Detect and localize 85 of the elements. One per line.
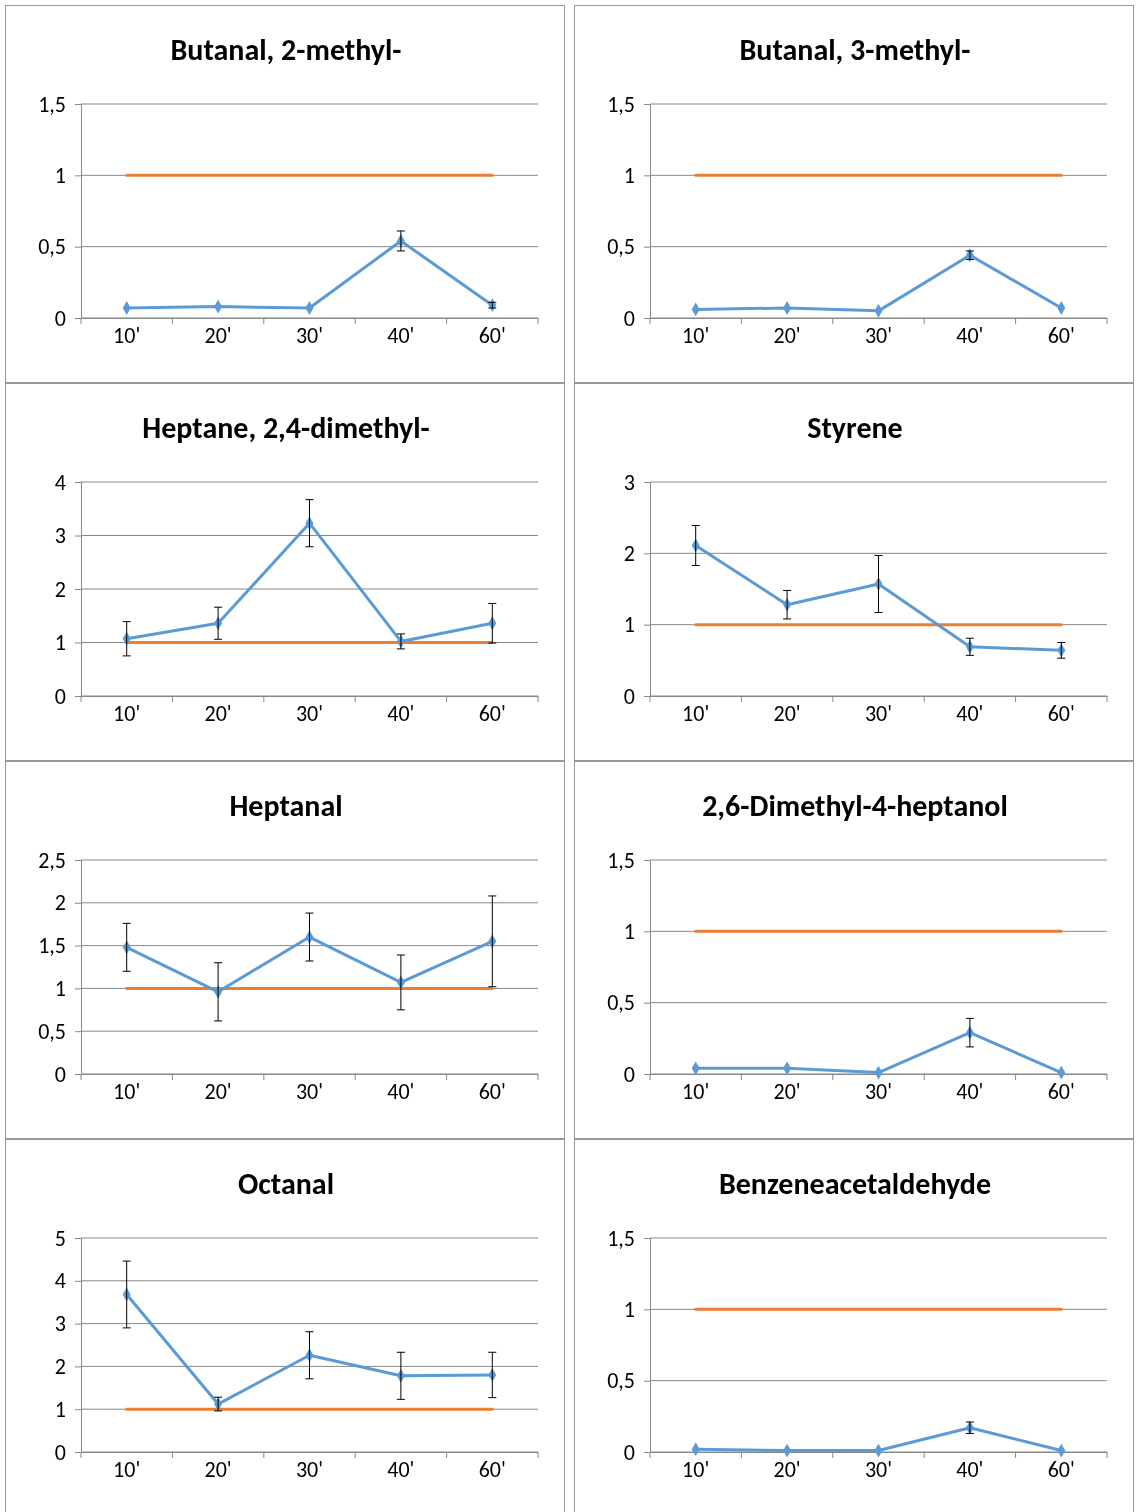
y-tick-label: 0,5 [38, 233, 66, 261]
x-tick-label: 30' [864, 1078, 893, 1105]
x-tick-label: 10' [682, 1456, 710, 1483]
y-tick-label: 3 [623, 468, 635, 496]
chart-title: 2,6-Dimethyl-4-heptanol [702, 787, 1008, 824]
y-tick-label: 1 [54, 161, 66, 189]
y-tick-label: 1 [623, 161, 635, 189]
y-tick-label: 1,5 [607, 1224, 635, 1252]
x-tick-label: 20' [204, 700, 232, 727]
x-tick-label: 60' [1047, 1456, 1075, 1483]
chart-title: Heptanal [229, 787, 343, 824]
y-tick-label: 1 [623, 611, 635, 639]
x-tick-label: 20' [773, 1078, 801, 1105]
x-tick-label: 40' [387, 1078, 415, 1105]
chart-title: Styrene [807, 409, 903, 446]
x-tick-label: 30' [295, 1456, 324, 1483]
y-tick-label: 1 [623, 917, 635, 945]
y-tick-label: 0 [623, 1438, 635, 1466]
x-tick-label: 10' [113, 1456, 141, 1483]
x-tick-label: 20' [773, 1456, 801, 1483]
x-tick-label: 10' [682, 322, 710, 349]
chart-title: Heptane, 2,4-dimethyl- [142, 409, 430, 446]
x-tick-label: 60' [478, 322, 506, 349]
x-tick-label: 60' [1047, 700, 1075, 727]
y-tick-label: 1,5 [607, 846, 635, 874]
x-tick-label: 40' [956, 322, 984, 349]
y-tick-label: 1 [54, 974, 66, 1002]
y-tick-label: 0 [54, 1060, 66, 1088]
x-tick-label: 40' [956, 700, 984, 727]
x-tick-label: 10' [682, 700, 710, 727]
y-tick-label: 0,5 [607, 989, 635, 1017]
x-tick-label: 20' [773, 700, 801, 727]
y-tick-label: 0 [623, 682, 635, 710]
x-tick-label: 20' [773, 322, 801, 349]
x-tick-label: 60' [478, 700, 506, 727]
y-tick-label: 1,5 [38, 932, 66, 960]
y-tick-label: 2 [54, 1352, 66, 1380]
y-tick-label: 0 [623, 1060, 635, 1088]
y-tick-label: 0,5 [38, 1017, 66, 1045]
x-tick-label: 20' [204, 1078, 232, 1105]
x-tick-label: 60' [1047, 1078, 1075, 1105]
y-tick-label: 3 [54, 522, 66, 550]
x-tick-label: 40' [956, 1078, 984, 1105]
x-tick-label: 10' [113, 700, 141, 727]
chart-title: Butanal, 3-methyl- [739, 31, 971, 68]
x-tick-label: 40' [387, 700, 415, 727]
y-tick-label: 1 [54, 1395, 66, 1423]
y-tick-label: 2 [623, 539, 635, 567]
y-tick-label: 0 [54, 1438, 66, 1466]
x-tick-label: 40' [956, 1456, 984, 1483]
chart-title: Benzeneacetaldehyde [718, 1165, 992, 1202]
y-tick-label: 0,5 [607, 1367, 635, 1395]
x-tick-label: 60' [478, 1078, 506, 1105]
chart-title: Octanal [237, 1165, 335, 1202]
x-tick-label: 20' [204, 1456, 232, 1483]
x-tick-label: 30' [864, 700, 893, 727]
x-tick-label: 60' [1047, 322, 1075, 349]
y-tick-label: 1,5 [607, 90, 635, 118]
y-tick-label: 2 [54, 575, 66, 603]
y-tick-label: 2,5 [38, 846, 66, 874]
y-tick-label: 5 [54, 1224, 66, 1252]
y-tick-label: 4 [54, 1267, 66, 1295]
x-tick-label: 60' [478, 1456, 506, 1483]
y-tick-label: 0 [623, 304, 635, 332]
y-tick-label: 4 [54, 468, 66, 496]
x-tick-label: 30' [864, 1456, 893, 1483]
y-tick-label: 0 [54, 304, 66, 332]
x-tick-label: 10' [113, 322, 141, 349]
x-tick-label: 30' [295, 1078, 324, 1105]
x-tick-label: 40' [387, 322, 415, 349]
chart-title: Butanal, 2-methyl- [170, 31, 402, 68]
y-tick-label: 2 [54, 889, 66, 917]
y-tick-label: 0,5 [607, 233, 635, 261]
x-tick-label: 10' [113, 1078, 141, 1105]
x-tick-label: 20' [204, 322, 232, 349]
x-tick-label: 40' [387, 1456, 415, 1483]
y-tick-label: 3 [54, 1310, 66, 1338]
y-tick-label: 1,5 [38, 90, 66, 118]
y-tick-label: 1 [623, 1295, 635, 1323]
y-tick-label: 1 [54, 629, 66, 657]
x-tick-label: 30' [295, 700, 324, 727]
x-tick-label: 10' [682, 1078, 710, 1105]
x-tick-label: 30' [295, 322, 324, 349]
x-tick-label: 30' [864, 322, 893, 349]
y-tick-label: 0 [54, 682, 66, 710]
